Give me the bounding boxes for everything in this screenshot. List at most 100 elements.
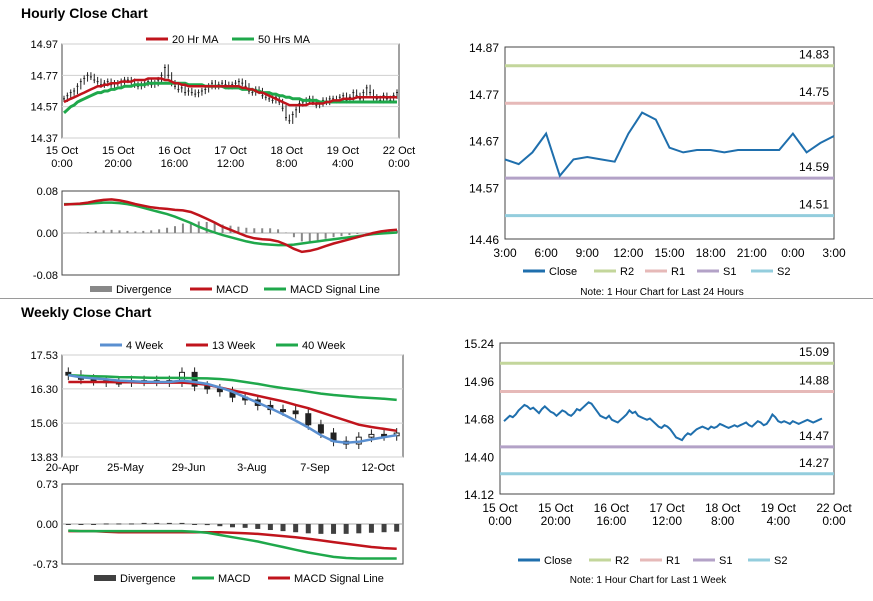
hourly-section-title: Hourly Close Chart (21, 5, 148, 21)
legend-macd-label: MACD (216, 284, 248, 296)
y-tick-label: 14.46 (469, 233, 499, 247)
x-tick-label: 20:00 (541, 514, 571, 528)
x-tick-label: 22 Oct (383, 145, 415, 157)
legend-divergence-label: Divergence (116, 284, 172, 296)
x-tick-label: 20-Apr (46, 462, 79, 474)
x-tick-label: 18 Oct (705, 501, 741, 515)
divergence-bar (305, 524, 311, 534)
y-tick-label: 0.73 (37, 479, 58, 491)
y-tick-label: 0.00 (37, 228, 58, 240)
level-label-r2: 14.83 (799, 48, 829, 62)
divergence-bar (368, 524, 374, 533)
macd-line (68, 529, 397, 560)
x-tick-label: 19 Oct (761, 501, 797, 515)
y-tick-label: 14.12 (464, 488, 494, 502)
y-tick-label: 14.57 (30, 102, 58, 114)
x-tick-label: 0:00 (822, 514, 846, 528)
y-tick-label: 0.08 (37, 186, 58, 198)
y-tick-label: -0.08 (33, 270, 58, 282)
x-tick-label: 15 Oct (46, 145, 78, 157)
x-tick-label: 20:00 (104, 158, 132, 170)
y-tick-label: 14.96 (464, 375, 494, 389)
divergence-bar (394, 524, 400, 532)
y-tick-label: 16.30 (30, 384, 58, 396)
y-tick-label: 14.97 (30, 39, 58, 51)
x-tick-label: 16:00 (161, 158, 189, 170)
x-tick-label: 4:00 (332, 158, 353, 170)
divergence-bar (204, 524, 210, 526)
x-tick-label: 12:00 (652, 514, 682, 528)
candle-body (305, 413, 312, 426)
legend-r2-label: R2 (615, 555, 629, 567)
x-tick-label: 6:00 (534, 246, 558, 260)
divergence-bar (116, 523, 122, 525)
legend-20hr-ma-label: 20 Hr MA (172, 34, 219, 46)
ma4-line (68, 373, 397, 444)
legend-4-week-label: 4 Week (126, 340, 164, 352)
legend-macd-signal-label: MACD Signal Line (290, 284, 380, 296)
chart-note: Note: 1 Hour Chart for Last 1 Week (570, 575, 728, 586)
divergence-bar (356, 524, 362, 534)
legend-r2-label: R2 (620, 266, 634, 278)
y-tick-label: 13.83 (30, 452, 58, 464)
level-label-s1: 14.47 (799, 429, 829, 443)
legend-s1-label: S1 (719, 555, 732, 567)
divergence-bar (154, 522, 160, 524)
x-tick-label: 19 Oct (327, 145, 359, 157)
plot-frame (61, 43, 400, 139)
divergence-bar (381, 524, 387, 533)
y-tick-label: 14.67 (469, 135, 499, 149)
level-label-s2: 14.27 (799, 456, 829, 470)
x-tick-label: 8:00 (711, 514, 735, 528)
legend-r1-label: R1 (671, 266, 685, 278)
legend-close-label: Close (549, 266, 577, 278)
y-tick-label: -0.73 (33, 559, 58, 571)
y-tick-label: 15.24 (464, 337, 494, 351)
x-tick-label: 0:00 (51, 158, 72, 170)
divergence-bar (166, 522, 172, 524)
legend-macd-label: MACD (218, 573, 250, 585)
chart-note: Note: 1 Hour Chart for Last 24 Hours (580, 287, 743, 298)
level-label-s1: 14.59 (799, 160, 829, 174)
legend-divergence-swatch (94, 575, 116, 581)
legend-r1-label: R1 (666, 555, 680, 567)
x-tick-label: 4:00 (767, 514, 791, 528)
x-tick-label: 15:00 (654, 246, 684, 260)
x-tick-label: 15 Oct (482, 501, 518, 515)
legend-s2-label: S2 (777, 266, 790, 278)
x-tick-label: 21:00 (737, 246, 767, 260)
divergence-bar (192, 524, 198, 525)
x-tick-label: 25-May (107, 462, 144, 474)
level-label-r1: 14.75 (799, 85, 829, 99)
candle-body (368, 433, 375, 438)
x-tick-label: 22 Oct (816, 501, 852, 515)
legend-s2-label: S2 (774, 555, 787, 567)
x-tick-label: 8:00 (276, 158, 297, 170)
y-tick-label: 14.77 (469, 88, 499, 102)
x-tick-label: 29-Jun (172, 462, 206, 474)
y-tick-label: 0.00 (37, 519, 58, 531)
divergence-bar (293, 524, 299, 533)
y-tick-label: 14.37 (30, 133, 58, 145)
divergence-bar (217, 524, 223, 527)
divergence-bar (141, 522, 147, 524)
y-tick-label: 15.06 (30, 418, 58, 430)
x-tick-label: 17 Oct (214, 145, 246, 157)
x-tick-label: 12:00 (217, 158, 245, 170)
x-tick-label: 9:00 (576, 246, 600, 260)
weekly-section-title: Weekly Close Chart (21, 304, 152, 320)
x-tick-label: 15 Oct (102, 145, 134, 157)
divergence-bar (128, 523, 134, 525)
divergence-bar (280, 524, 286, 532)
level-label-s2: 14.51 (799, 198, 829, 212)
x-tick-label: 3:00 (822, 246, 846, 260)
legend-close-label: Close (544, 555, 572, 567)
x-tick-label: 17 Oct (649, 501, 685, 515)
ma20-line (63, 77, 397, 107)
divergence-bar (255, 524, 261, 529)
divergence-bar (242, 524, 248, 528)
section-divider (0, 298, 873, 299)
y-tick-label: 14.77 (30, 70, 58, 82)
level-label-r1: 14.88 (799, 374, 829, 388)
divergence-bar (65, 524, 71, 525)
